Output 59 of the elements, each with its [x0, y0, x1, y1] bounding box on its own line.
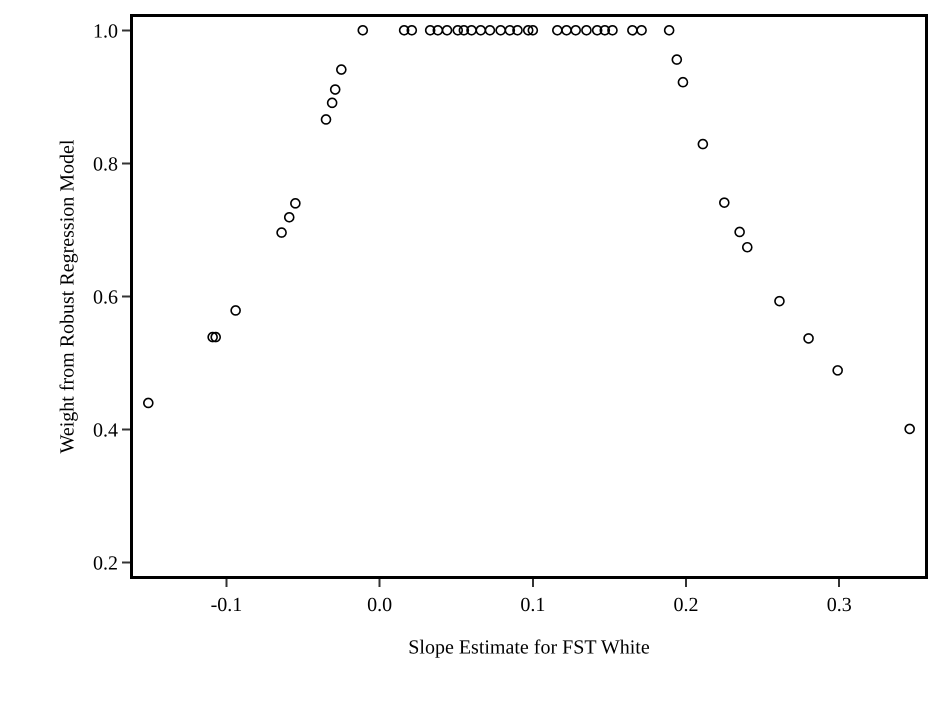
point [528, 25, 538, 36]
point [207, 332, 218, 342]
point [406, 25, 418, 36]
point [719, 197, 730, 208]
point [495, 25, 506, 36]
point [484, 25, 496, 36]
point [600, 25, 610, 36]
point [570, 25, 582, 36]
y-tick-label: 1.0 [93, 20, 118, 42]
point [320, 114, 332, 125]
point [832, 365, 843, 376]
x-tick-label: 0.2 [674, 594, 699, 616]
point [512, 25, 523, 36]
x-tick-label: 0.3 [826, 594, 852, 616]
point [636, 25, 647, 36]
point [398, 25, 410, 36]
point [742, 242, 753, 253]
point [210, 332, 222, 342]
point [424, 25, 436, 36]
y-tick-label: 0.8 [93, 153, 118, 176]
point [522, 25, 534, 36]
y-tick-label: 0.2 [93, 552, 118, 575]
point [664, 25, 674, 36]
y-axis-title: Weight from Robust Regression Model [56, 139, 78, 454]
point [904, 424, 915, 434]
point [452, 25, 464, 36]
point [442, 25, 452, 36]
x-axis-title: Slope Estimate for FST White [408, 636, 650, 658]
point [607, 25, 618, 36]
point [581, 25, 592, 36]
point [357, 25, 368, 36]
point [627, 25, 638, 36]
point [290, 198, 301, 209]
point [230, 305, 241, 316]
point [330, 84, 341, 95]
point [326, 98, 338, 108]
point [336, 64, 347, 75]
point [734, 226, 745, 238]
x-tick-label: 0.1 [520, 594, 546, 616]
point [143, 398, 154, 408]
point [466, 25, 477, 36]
point [698, 138, 708, 150]
y-tick-label: 0.4 [93, 420, 118, 442]
point [678, 76, 688, 88]
point [504, 25, 516, 36]
point [276, 227, 287, 238]
point [592, 25, 602, 36]
point [672, 54, 682, 65]
point [475, 25, 486, 36]
x-tick-label: -0.1 [210, 594, 242, 616]
point [284, 212, 295, 223]
point [561, 25, 572, 36]
point [458, 25, 470, 36]
point [552, 25, 563, 36]
y-tick-label: 0.6 [93, 286, 118, 308]
point [432, 25, 444, 36]
point [803, 333, 814, 344]
point [774, 296, 785, 306]
x-tick-label: 0.0 [367, 594, 392, 616]
